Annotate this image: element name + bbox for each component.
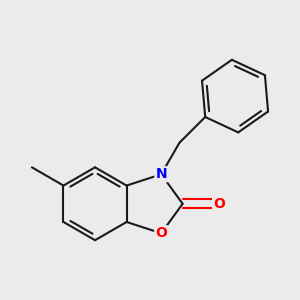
- Text: O: O: [213, 197, 225, 211]
- Text: O: O: [155, 226, 167, 240]
- Text: N: N: [155, 167, 167, 181]
